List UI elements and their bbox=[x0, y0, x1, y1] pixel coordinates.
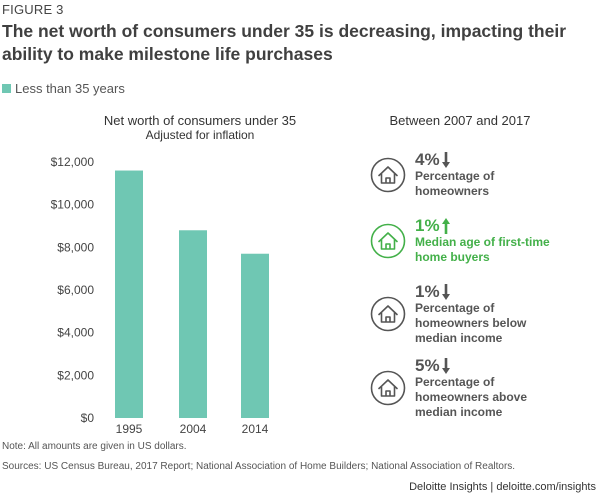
stat-description-line: Percentage of bbox=[415, 375, 495, 389]
bar bbox=[241, 253, 269, 418]
house-icon bbox=[370, 223, 406, 258]
note: Note: All amounts are given in US dollar… bbox=[2, 441, 187, 452]
stat-description-line: Percentage of bbox=[415, 301, 495, 315]
house-icon bbox=[370, 157, 406, 192]
stat-description: Median age of first-time home buyers bbox=[415, 235, 550, 265]
stat-value-row: 5% bbox=[415, 356, 527, 375]
y-tick-label: $12,000 bbox=[51, 155, 95, 169]
arrow-down-icon bbox=[441, 283, 450, 300]
stat-description: Percentage of homeowners below median in… bbox=[415, 301, 526, 346]
stat-value-row: 4% bbox=[415, 150, 494, 169]
stat-value: 1% bbox=[415, 216, 440, 235]
stat-description-line: median income bbox=[415, 405, 503, 419]
stat-description-line: homeowners below bbox=[415, 316, 527, 330]
arrow-up-icon bbox=[441, 217, 450, 234]
bar bbox=[179, 230, 207, 418]
legend-label: Less than 35 years bbox=[15, 80, 125, 96]
stat-value-row: 1% bbox=[415, 216, 550, 235]
house-icon bbox=[370, 296, 406, 332]
right-panel-title: Between 2007 and 2017 bbox=[389, 113, 531, 128]
stat-median-age: 1% Median age of first-time home buyers bbox=[370, 216, 550, 265]
stat-description-line: homeowners bbox=[415, 184, 490, 198]
y-tick-label: $4,000 bbox=[57, 326, 94, 340]
stat-description-line: Percentage of bbox=[415, 169, 495, 183]
arrow-down-icon bbox=[441, 151, 450, 168]
stat-description: Percentage of homeowners above median in… bbox=[415, 375, 527, 420]
stat-value: 1% bbox=[415, 282, 440, 301]
y-tick-label: $10,000 bbox=[51, 198, 95, 212]
y-tick-label: $2,000 bbox=[57, 368, 94, 382]
footer-credit: Deloitte Insights | deloitte.com/insight… bbox=[409, 481, 596, 493]
x-tick-label: 2004 bbox=[180, 422, 207, 436]
y-tick-label: $0 bbox=[81, 411, 95, 425]
y-tick-label: $6,000 bbox=[57, 283, 94, 297]
arrow-down-icon bbox=[441, 357, 450, 374]
stat-value: 5% bbox=[415, 356, 440, 375]
bar bbox=[115, 170, 143, 418]
house-icon bbox=[370, 370, 406, 406]
legend-swatch bbox=[2, 83, 11, 93]
figure-title: The net worth of consumers under 35 is d… bbox=[2, 21, 567, 64]
stat-description-line: median income bbox=[415, 331, 503, 345]
stat-above-median: 5% Percentage of homeowners above median… bbox=[370, 356, 527, 420]
chart-subtitle: Adjusted for inflation bbox=[145, 128, 255, 142]
stat-below-median: 1% Percentage of homeowners below median… bbox=[370, 282, 526, 346]
chart-title: Net worth of consumers under 35 bbox=[103, 113, 297, 128]
stat-description-line: Median age of first-time bbox=[415, 235, 550, 249]
y-tick-label: $8,000 bbox=[57, 240, 94, 254]
bar-chart: $0 $2,000 $4,000 $6,000 $8,000 $10,000 $12,000… bbox=[51, 155, 269, 436]
figure-label: FIGURE 3 bbox=[2, 2, 64, 17]
stat-description-line: home buyers bbox=[415, 250, 490, 264]
stat-value-row: 1% bbox=[415, 282, 526, 301]
sources: Sources: US Census Bureau, 2017 Report; … bbox=[2, 461, 516, 472]
x-tick-label: 2014 bbox=[242, 422, 269, 436]
x-tick-label: 1995 bbox=[116, 422, 143, 436]
stat-description: Percentage of homeowners bbox=[415, 169, 494, 199]
stat-homeowners: 4% Percentage of homeowners bbox=[370, 150, 494, 199]
stat-value: 4% bbox=[415, 150, 440, 169]
stat-description-line: homeowners above bbox=[415, 390, 528, 404]
legend: Less than 35 years bbox=[2, 80, 125, 96]
